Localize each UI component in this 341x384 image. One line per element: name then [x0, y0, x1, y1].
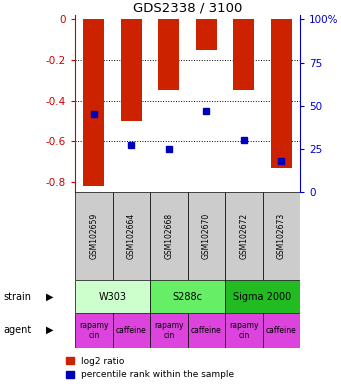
Text: S288c: S288c: [173, 291, 203, 302]
Bar: [150, 280, 225, 313]
Text: W303: W303: [99, 291, 127, 302]
Text: GSM102668: GSM102668: [164, 213, 173, 259]
Bar: [121, 20, 142, 121]
Bar: [75, 192, 113, 280]
Legend: log2 ratio, percentile rank within the sample: log2 ratio, percentile rank within the s…: [66, 357, 234, 379]
Bar: [196, 20, 217, 50]
Text: ▶: ▶: [46, 291, 54, 302]
Text: caffeine: caffeine: [116, 326, 147, 335]
Bar: [113, 313, 150, 348]
Bar: [188, 313, 225, 348]
Text: agent: agent: [3, 325, 32, 335]
Text: ▶: ▶: [46, 325, 54, 335]
Bar: [150, 313, 188, 348]
Text: GSM102670: GSM102670: [202, 213, 211, 259]
Bar: [75, 313, 113, 348]
Bar: [263, 313, 300, 348]
Bar: [271, 20, 292, 168]
Text: GSM102673: GSM102673: [277, 213, 286, 259]
Text: rapamy
cin: rapamy cin: [154, 321, 183, 339]
Bar: [150, 192, 188, 280]
Text: rapamy
cin: rapamy cin: [229, 321, 258, 339]
Text: GSM102672: GSM102672: [239, 213, 248, 259]
Bar: [113, 192, 150, 280]
Bar: [225, 313, 263, 348]
Text: Sigma 2000: Sigma 2000: [234, 291, 292, 302]
Bar: [263, 192, 300, 280]
Text: GSM102659: GSM102659: [89, 213, 98, 259]
Title: GDS2338 / 3100: GDS2338 / 3100: [133, 1, 242, 14]
Text: GSM102664: GSM102664: [127, 213, 136, 259]
Bar: [84, 20, 104, 186]
Text: caffeine: caffeine: [266, 326, 297, 335]
Bar: [225, 192, 263, 280]
Bar: [188, 192, 225, 280]
Text: caffeine: caffeine: [191, 326, 222, 335]
Bar: [159, 20, 179, 91]
Bar: [75, 280, 150, 313]
Text: strain: strain: [3, 291, 31, 302]
Text: rapamy
cin: rapamy cin: [79, 321, 108, 339]
Bar: [225, 280, 300, 313]
Bar: [234, 20, 254, 91]
